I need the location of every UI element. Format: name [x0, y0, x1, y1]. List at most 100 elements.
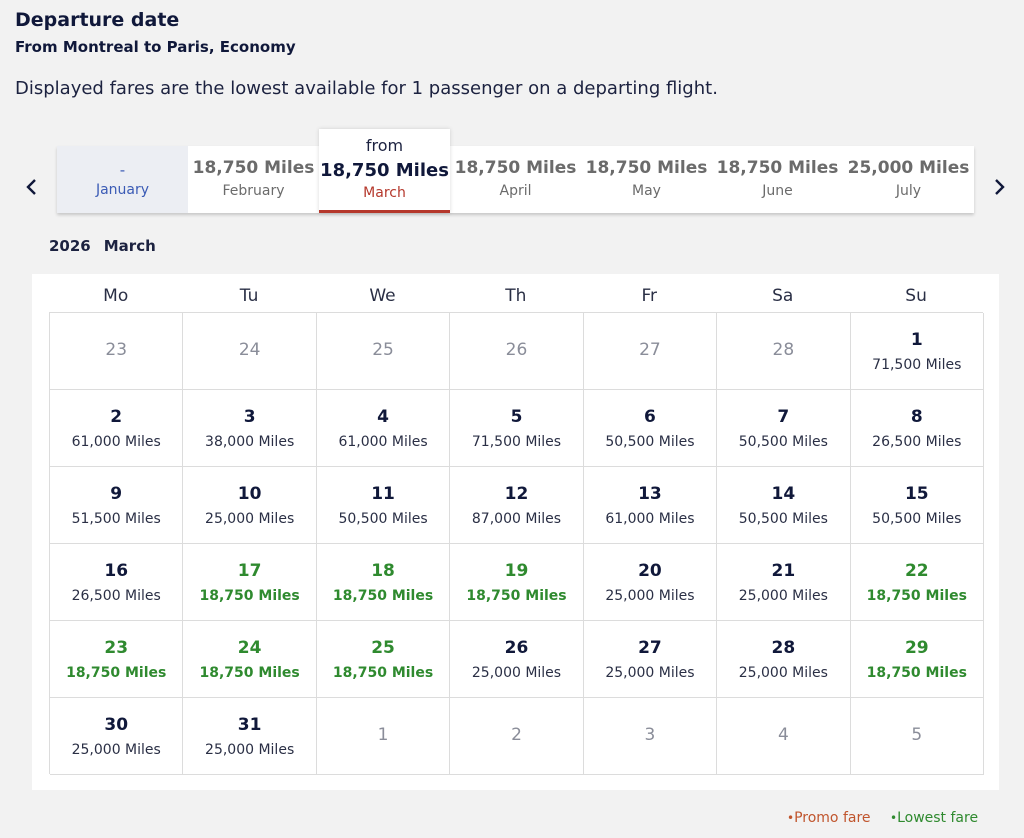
month-tab-july[interactable]: 25,000 Miles July: [843, 146, 974, 213]
day-fare: 18,750 Miles: [866, 588, 967, 604]
lowest-dot-icon: •: [890, 811, 898, 825]
calendar-heading: 2026 March: [49, 237, 169, 255]
calendar-day[interactable]: 23 18,750 Miles: [50, 621, 184, 698]
day-number: 22: [904, 561, 929, 581]
month-price: 18,750 Miles: [320, 160, 449, 181]
calendar-day[interactable]: 28 25,000 Miles: [717, 621, 851, 698]
month-tab-may[interactable]: 18,750 Miles May: [581, 146, 712, 213]
calendar-day[interactable]: 7 50,500 Miles: [717, 390, 851, 467]
calendar-day[interactable]: 1 71,500 Miles: [850, 313, 984, 390]
calendar-day[interactable]: 17 18,750 Miles: [183, 544, 317, 621]
calendar-day[interactable]: 21 25,000 Miles: [717, 544, 851, 621]
month-price: -: [119, 161, 126, 179]
calendar-day[interactable]: 29 18,750 Miles: [850, 621, 984, 698]
calendar-year: 2026: [49, 237, 91, 255]
month-tab-february[interactable]: 18,750 Miles February: [188, 146, 319, 213]
calendar-day[interactable]: 24 18,750 Miles: [183, 621, 317, 698]
fare-disclaimer: Displayed fares are the lowest available…: [15, 78, 718, 99]
day-fare: 51,500 Miles: [71, 511, 161, 527]
calendar-day-outside-month: 28: [717, 313, 851, 390]
calendar-day[interactable]: 14 50,500 Miles: [717, 467, 851, 544]
day-fare: 18,750 Miles: [866, 665, 967, 681]
day-number: 11: [371, 484, 395, 504]
day-number: 26: [504, 638, 529, 658]
from-label: from: [365, 136, 404, 155]
day-number: 2: [110, 407, 123, 427]
calendar-day[interactable]: 26 25,000 Miles: [450, 621, 584, 698]
month-label: June: [762, 183, 793, 199]
calendar-month: March: [103, 237, 156, 255]
calendar-day[interactable]: 12 87,000 Miles: [450, 467, 584, 544]
calendar-day-outside-month: 5: [850, 698, 984, 775]
calendar-day[interactable]: 31 25,000 Miles: [183, 698, 317, 775]
day-number: 20: [638, 561, 662, 581]
day-number: 1: [910, 330, 923, 350]
calendar-day[interactable]: 16 26,500 Miles: [50, 544, 184, 621]
calendar-day[interactable]: 15 50,500 Miles: [850, 467, 984, 544]
calendar-day[interactable]: 10 25,000 Miles: [183, 467, 317, 544]
day-number: 27: [639, 340, 661, 360]
calendar-day-outside-month: 1: [316, 698, 451, 775]
day-number: 26: [505, 340, 528, 360]
weekday-label: We: [369, 286, 396, 306]
calendar-day[interactable]: 6 50,500 Miles: [583, 390, 718, 467]
calendar-day[interactable]: 20 25,000 Miles: [583, 544, 718, 621]
month-tab-april[interactable]: 18,750 Miles April: [450, 146, 581, 213]
calendar-day[interactable]: 5 71,500 Miles: [450, 390, 584, 467]
day-number: 10: [237, 484, 262, 504]
day-fare: 61,000 Miles: [338, 434, 428, 450]
day-number: 14: [771, 484, 796, 504]
day-number: 24: [238, 340, 261, 360]
day-fare: 50,500 Miles: [605, 434, 695, 450]
calendar-day[interactable]: 25 18,750 Miles: [316, 621, 451, 698]
day-number: 2: [511, 725, 522, 745]
day-fare: 18,750 Miles: [332, 665, 434, 681]
calendar-day[interactable]: 4 61,000 Miles: [316, 390, 451, 467]
calendar-day[interactable]: 19 18,750 Miles: [450, 544, 584, 621]
weekday-label: Tu: [239, 286, 259, 306]
day-number: 19: [504, 561, 529, 581]
chevron-left-icon: [26, 179, 36, 195]
day-number: 18: [371, 561, 395, 581]
day-fare: 25,000 Miles: [471, 665, 562, 681]
day-number: 13: [638, 484, 662, 504]
legend-lowest-fare: •Lowest fare: [890, 810, 978, 826]
calendar-day[interactable]: 8 26,500 Miles: [850, 390, 984, 467]
weekday-label: Mo: [103, 286, 129, 306]
calendar-day[interactable]: 9 51,500 Miles: [50, 467, 184, 544]
day-number: 1: [377, 725, 389, 745]
day-fare: 50,500 Miles: [738, 434, 828, 450]
calendar-day[interactable]: 27 25,000 Miles: [583, 621, 718, 698]
month-price: 18,750 Miles: [454, 158, 577, 178]
day-fare: 71,500 Miles: [872, 357, 962, 373]
next-months-button[interactable]: [985, 172, 1013, 202]
day-number: 28: [772, 340, 795, 360]
calendar-day[interactable]: 13 61,000 Miles: [583, 467, 718, 544]
promo-dot-icon: •: [787, 811, 795, 825]
month-tab-january[interactable]: - January: [57, 146, 188, 213]
day-number: 24: [237, 638, 262, 658]
calendar-day[interactable]: 3 38,000 Miles: [183, 390, 317, 467]
month-tab-june[interactable]: 18,750 Miles June: [712, 146, 843, 213]
month-label: February: [222, 183, 285, 199]
day-number: 28: [771, 638, 796, 658]
day-number: 3: [243, 407, 256, 427]
previous-months-button[interactable]: [18, 172, 46, 202]
day-number: 31: [237, 715, 262, 735]
calendar-day[interactable]: 11 50,500 Miles: [316, 467, 451, 544]
day-fare: 25,000 Miles: [738, 588, 828, 604]
calendar-day[interactable]: 2 61,000 Miles: [50, 390, 184, 467]
calendar-day-outside-month: 27: [583, 313, 718, 390]
day-number: 4: [777, 725, 789, 745]
day-fare: 18,750 Miles: [199, 665, 300, 681]
month-tab-march[interactable]: from 18,750 Miles March: [319, 129, 450, 213]
day-fare: 25,000 Miles: [205, 742, 295, 758]
calendar-day[interactable]: 30 25,000 Miles: [50, 698, 184, 775]
day-number: 23: [105, 340, 128, 360]
legend-promo-fare: •Promo fare: [787, 810, 871, 826]
month-selector: - January 18,750 Miles February from 18,…: [57, 129, 974, 213]
calendar-day-outside-month: 23: [50, 313, 184, 390]
calendar-day[interactable]: 18 18,750 Miles: [316, 544, 451, 621]
calendar-day[interactable]: 22 18,750 Miles: [850, 544, 984, 621]
day-number: 4: [377, 407, 389, 427]
